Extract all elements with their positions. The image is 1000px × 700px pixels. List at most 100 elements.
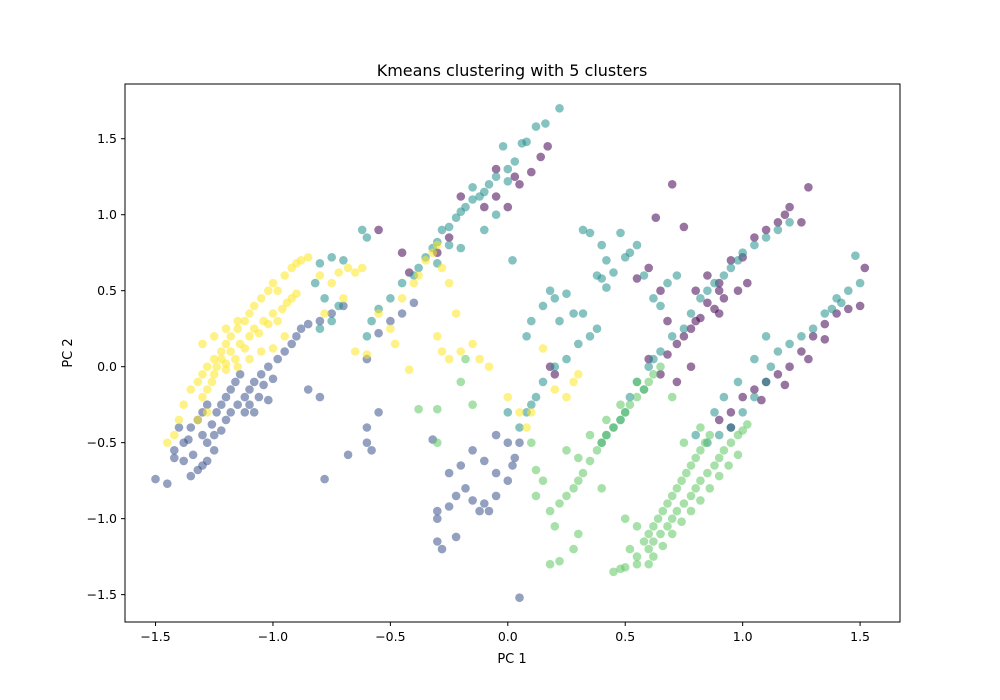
data-point-cluster-1-58 <box>303 385 313 394</box>
data-point-cluster-3-74 <box>545 559 555 569</box>
data-point-cluster-1-22 <box>292 332 301 341</box>
data-point-cluster-1-21 <box>287 339 297 349</box>
data-point-cluster-1-35 <box>231 377 240 387</box>
data-point-cluster-2-125 <box>578 309 588 318</box>
data-point-cluster-0-49 <box>820 319 830 329</box>
data-point-cluster-4-57 <box>202 408 212 417</box>
data-point-cluster-1-29 <box>202 400 212 410</box>
data-point-cluster-2-34 <box>334 301 344 311</box>
data-point-cluster-4-67 <box>374 309 383 318</box>
data-point-cluster-4-4 <box>186 385 196 394</box>
data-point-cluster-2-2 <box>531 122 541 131</box>
data-point-cluster-1-69 <box>503 438 513 448</box>
data-point-cluster-4-19 <box>273 286 283 296</box>
data-point-cluster-4-93 <box>574 370 583 379</box>
data-point-cluster-0-5 <box>543 142 552 151</box>
x-tick-label: −0.5 <box>375 629 405 644</box>
data-point-cluster-1-71 <box>433 506 442 516</box>
data-point-cluster-1-72 <box>444 502 454 511</box>
data-point-cluster-0-60 <box>726 408 736 417</box>
data-point-cluster-2-116 <box>827 304 837 314</box>
data-point-cluster-1-85 <box>491 468 501 478</box>
data-point-cluster-3-87 <box>433 438 442 448</box>
data-point-cluster-3-63 <box>609 423 618 432</box>
data-point-cluster-0-38 <box>663 350 672 359</box>
data-point-cluster-0-41 <box>703 298 712 308</box>
data-point-cluster-4-10 <box>221 339 231 349</box>
data-point-cluster-1-74 <box>461 484 470 493</box>
data-point-cluster-4-73 <box>421 255 430 265</box>
data-point-cluster-0-13 <box>397 248 407 257</box>
data-point-cluster-4-1 <box>170 430 179 440</box>
y-tick-label: 0.5 <box>97 283 117 298</box>
data-point-cluster-2-103 <box>750 392 759 402</box>
data-point-cluster-1-48 <box>184 435 193 444</box>
data-point-cluster-4-60 <box>327 278 337 288</box>
data-point-cluster-2-113 <box>855 278 865 288</box>
data-point-cluster-1-12 <box>233 400 242 410</box>
data-point-cluster-2-32 <box>310 278 320 288</box>
data-point-cluster-1-39 <box>249 408 259 417</box>
data-point-cluster-2-35 <box>327 316 337 326</box>
data-point-cluster-4-70 <box>397 294 407 303</box>
data-point-cluster-1-10 <box>221 415 231 425</box>
data-point-cluster-1-23 <box>296 324 306 334</box>
data-point-cluster-1-42 <box>264 395 273 405</box>
data-point-cluster-2-102 <box>738 408 747 417</box>
plot-frame <box>124 83 901 623</box>
data-point-cluster-3-30 <box>672 484 682 493</box>
data-point-cluster-4-5 <box>193 377 203 387</box>
data-point-cluster-0-3 <box>491 164 501 174</box>
data-point-cluster-2-69 <box>538 301 548 311</box>
data-point-cluster-1-76 <box>480 499 489 508</box>
data-point-cluster-4-9 <box>217 347 226 356</box>
data-point-cluster-2-8 <box>491 172 501 181</box>
data-point-cluster-3-34 <box>691 453 700 463</box>
data-point-cluster-2-55 <box>632 240 642 250</box>
data-point-cluster-4-6 <box>198 370 207 379</box>
data-point-cluster-1-55 <box>362 438 372 448</box>
data-point-cluster-0-30 <box>804 183 813 192</box>
data-point-cluster-1-19 <box>273 354 283 364</box>
data-point-cluster-4-46 <box>209 370 219 379</box>
data-point-cluster-1-2 <box>170 446 179 455</box>
data-point-cluster-4-39 <box>264 319 273 329</box>
data-point-cluster-3-60 <box>592 446 602 455</box>
data-point-cluster-0-15 <box>667 180 677 189</box>
data-point-cluster-3-25 <box>649 522 658 531</box>
data-point-cluster-2-31 <box>315 259 325 268</box>
data-point-cluster-3-61 <box>597 438 606 448</box>
data-point-cluster-2-27 <box>357 225 367 235</box>
data-point-cluster-2-106 <box>773 347 783 356</box>
data-point-cluster-4-27 <box>207 377 217 387</box>
y-tick-label: −0.5 <box>87 435 117 450</box>
data-point-cluster-2-130 <box>656 301 665 311</box>
data-point-cluster-4-7 <box>202 362 212 372</box>
x-axis: −1.5 −1.0 −0.5 0.0 0.5 1.0 1.5 <box>140 622 870 644</box>
y-tick-label: 1.5 <box>97 131 117 146</box>
data-point-cluster-3-10 <box>686 491 696 501</box>
data-point-cluster-3-86 <box>696 423 705 432</box>
data-point-cluster-4-82 <box>437 347 447 356</box>
data-point-cluster-1-47 <box>198 461 207 470</box>
data-point-cluster-1-0 <box>151 474 160 484</box>
data-point-cluster-3-54 <box>555 499 564 508</box>
x-tick-label: −1.0 <box>258 629 288 644</box>
data-point-cluster-0-36 <box>686 324 696 334</box>
data-point-cluster-2-45 <box>578 225 588 235</box>
data-point-cluster-2-26 <box>362 332 372 341</box>
data-point-cluster-0-65 <box>820 335 830 344</box>
data-point-cluster-4-16 <box>256 294 266 303</box>
data-point-cluster-2-112 <box>844 286 853 296</box>
data-point-cluster-0-19 <box>632 274 642 283</box>
data-point-cluster-4-23 <box>296 255 306 265</box>
data-point-cluster-0-27 <box>761 225 771 235</box>
y-axis-label: PC 2 <box>61 338 76 367</box>
data-point-cluster-0-55 <box>785 362 794 372</box>
data-point-cluster-1-4 <box>186 471 196 481</box>
data-point-cluster-3-94 <box>531 465 541 475</box>
data-point-cluster-1-38 <box>245 400 254 410</box>
data-point-cluster-0-10 <box>444 233 454 242</box>
data-point-cluster-2-57 <box>592 324 602 334</box>
data-point-cluster-2-73 <box>545 286 555 296</box>
